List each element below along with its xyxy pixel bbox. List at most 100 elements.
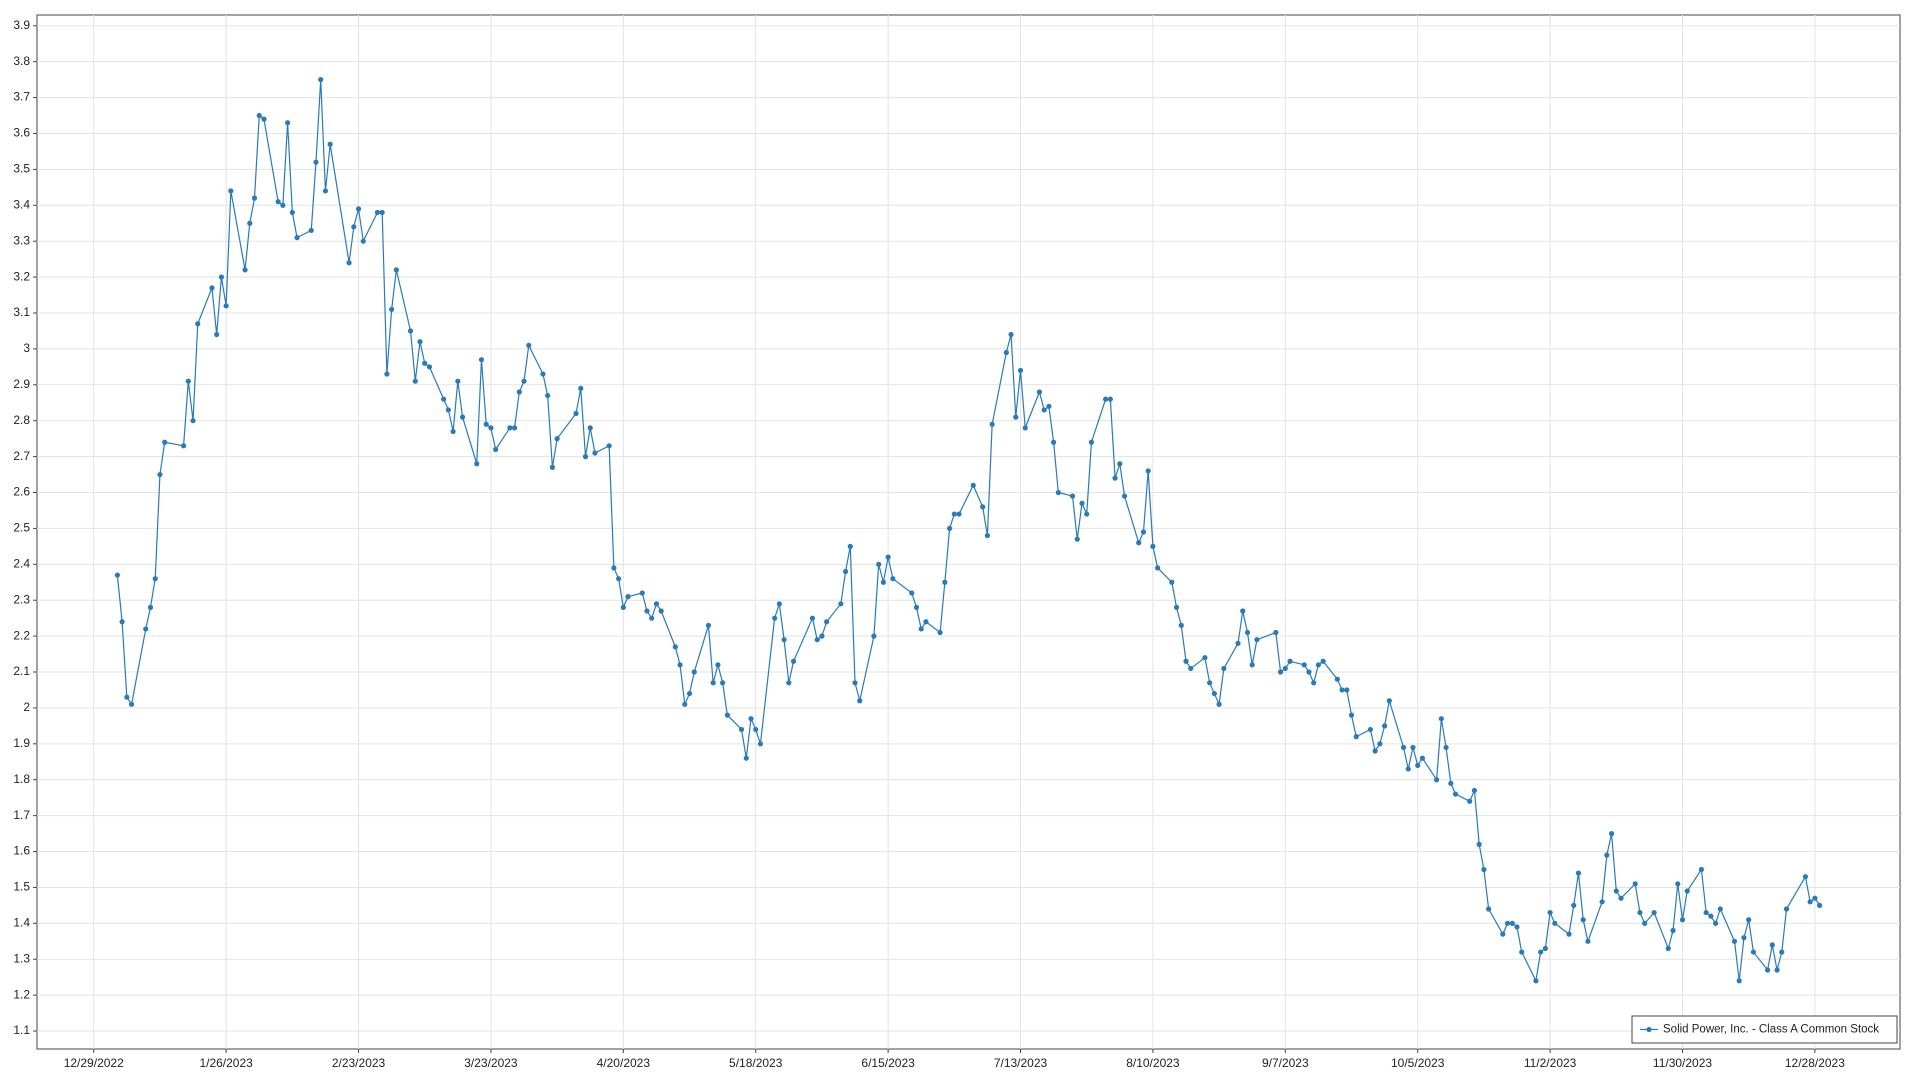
data-point [956,511,962,517]
data-point [573,410,579,417]
data-point [1486,906,1492,912]
data-point [1580,917,1586,923]
y-tick-label: 2 [23,700,30,714]
data-point [1736,978,1742,984]
data-point [838,601,844,607]
data-point [1221,665,1227,672]
data-point [1136,540,1142,546]
data-point [1273,629,1279,636]
data-point [389,306,395,313]
data-point [913,604,920,610]
data-point [355,206,362,212]
data-point [772,615,778,621]
data-point [1353,734,1359,740]
plot-frame [36,14,1901,1050]
data-point [1311,680,1317,686]
data-point [951,511,957,517]
data-point [379,209,385,216]
data-point [814,637,820,643]
data-point [1585,938,1591,944]
data-point [1698,866,1705,873]
data-point [1216,701,1222,707]
data-point [1405,766,1411,772]
data-point [1783,906,1790,912]
data-point [1074,536,1080,542]
data-point [1779,949,1785,955]
x-tick-label: 6/15/2023 [861,1056,915,1070]
data-point [1774,967,1780,973]
data-point [691,669,697,675]
data-point [1712,920,1719,926]
data-point [526,342,532,348]
data-point [682,701,688,707]
data-point [1320,658,1326,664]
x-tick-label: 1/26/2023 [199,1056,253,1070]
data-point [658,608,664,614]
data-point [1069,493,1076,499]
data-point [852,680,858,686]
data-point [190,418,196,424]
x-tick-label: 11/30/2023 [1653,1056,1712,1070]
data-point [114,572,120,578]
data-point [1249,662,1255,668]
data-point [1254,637,1260,643]
data-point [488,425,494,431]
data-point [1386,698,1392,704]
data-point [1046,403,1052,409]
data-point [511,425,518,431]
data-point [970,482,976,488]
data-point [1552,920,1558,926]
data-point [1419,755,1426,761]
x-tick-label: 7/13/2023 [994,1056,1048,1070]
x-tick-label: 2/23/2023 [332,1056,386,1070]
data-point [1533,978,1539,984]
data-point [1746,917,1752,923]
data-point [228,188,234,194]
data-point [1301,662,1307,668]
data-point [786,680,792,686]
data-point [1467,798,1473,804]
data-point [1244,629,1251,636]
grid [37,15,1900,1049]
data-point [1675,881,1681,887]
data-point [847,543,853,549]
data-point [1476,841,1482,847]
data-point [1547,909,1553,916]
data-point [516,389,522,395]
data-point [426,364,433,370]
data-point [738,726,745,733]
data-point [885,554,891,560]
data-point [285,120,291,126]
data-point [1008,331,1014,338]
data-point [620,604,626,610]
y-tick-label: 3.5 [13,162,30,176]
data-point [1571,902,1577,908]
series-line [116,79,1821,983]
data-point [1608,830,1615,837]
data-point [1235,640,1241,646]
y-tick-label: 2.7 [13,449,30,463]
y-tick-label: 2.1 [13,664,30,678]
data-point [1741,935,1747,941]
data-point [445,407,451,413]
data-point [209,285,215,291]
y-tick-label: 1.9 [13,736,30,750]
data-point [261,116,267,122]
data-point [1112,475,1118,481]
x-tick-label: 4/20/2023 [597,1056,651,1070]
data-point [1750,949,1757,955]
y-tick-label: 1.8 [13,772,30,786]
data-point [980,504,986,510]
data-point [1708,913,1714,919]
y-tick-label: 3.8 [13,54,30,68]
data-point [1448,780,1454,786]
y-tick-label: 3 [23,341,30,355]
data-point [455,378,461,384]
data-point [1642,920,1648,926]
data-point [1637,909,1643,916]
x-tick-label: 12/28/2023 [1785,1056,1845,1070]
y-tick-label: 1.7 [13,808,30,822]
data-point [124,694,130,700]
data-point [1679,917,1686,923]
